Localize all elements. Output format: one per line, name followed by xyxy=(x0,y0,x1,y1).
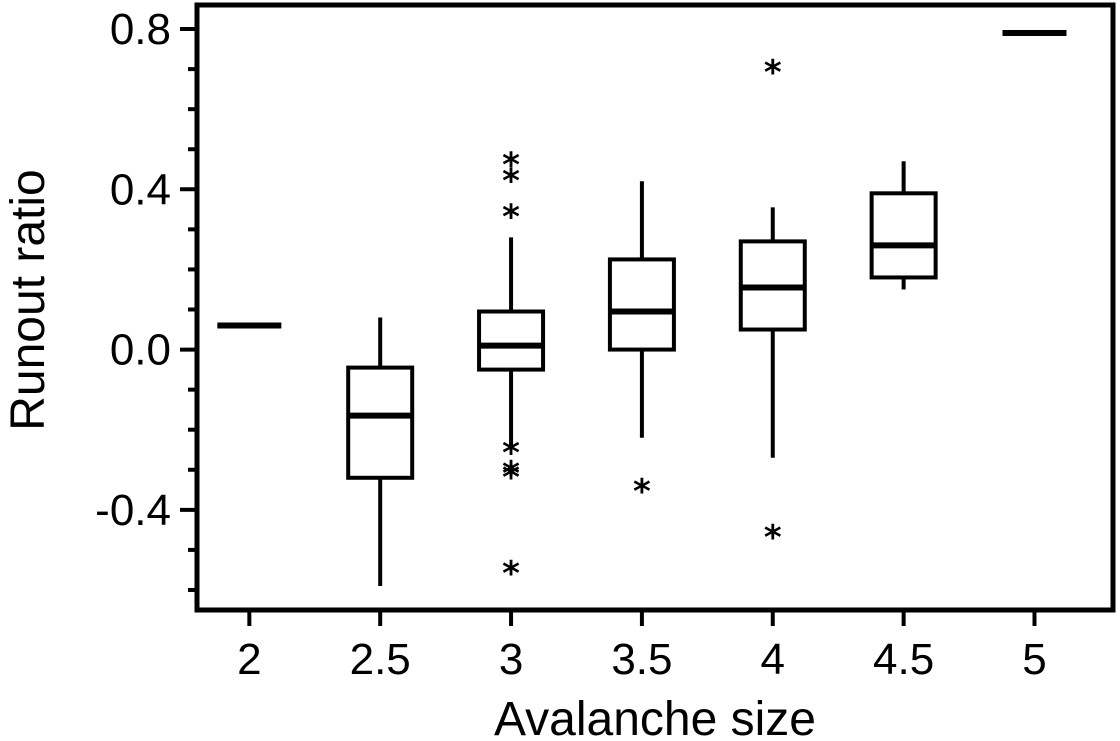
outlier-marker: * xyxy=(502,145,520,185)
box-group: ** xyxy=(738,53,807,558)
y-tick-label: 0.0 xyxy=(110,326,171,375)
y-axis-ticks: 0.8 0.4 0.0 -0.4 xyxy=(95,5,197,592)
boxes-layer: ********** xyxy=(217,30,1067,594)
box-group xyxy=(869,161,938,290)
x-axis-ticks: 2 2.5 3 3.5 4 4.5 5 xyxy=(237,610,1047,684)
x-tick-label: 5 xyxy=(1022,635,1046,684)
y-axis-label: Runout ratio xyxy=(2,169,55,431)
box-group: * xyxy=(607,181,676,512)
box xyxy=(477,309,546,372)
y-tick-label: 0.8 xyxy=(110,5,171,54)
plot-frame xyxy=(194,2,1116,613)
x-tick-label: 4 xyxy=(761,635,785,684)
box-group xyxy=(346,317,415,586)
y-tick-label: -0.4 xyxy=(95,486,171,535)
outlier-marker: * xyxy=(502,554,520,594)
box xyxy=(346,365,415,480)
outlier-marker: * xyxy=(764,518,782,558)
outlier-marker: * xyxy=(502,161,520,201)
x-tick-label: 3 xyxy=(499,635,523,684)
outlier-marker: * xyxy=(764,53,782,93)
outlier-marker: * xyxy=(633,472,651,512)
outlier-marker: * xyxy=(502,434,520,474)
box xyxy=(869,191,938,280)
x-tick-label: 2 xyxy=(237,635,261,684)
x-tick-label: 2.5 xyxy=(350,635,411,684)
outlier-marker: * xyxy=(502,458,520,498)
outlier-marker: * xyxy=(502,454,520,494)
x-tick-label: 4.5 xyxy=(873,635,934,684)
box xyxy=(607,257,676,352)
x-tick-label: 3.5 xyxy=(611,635,672,684)
y-tick-label: 0.4 xyxy=(110,165,171,214)
outlier-marker: * xyxy=(502,197,520,237)
box-group: ******* xyxy=(477,145,546,594)
x-axis-label: Avalanche size xyxy=(494,693,816,741)
